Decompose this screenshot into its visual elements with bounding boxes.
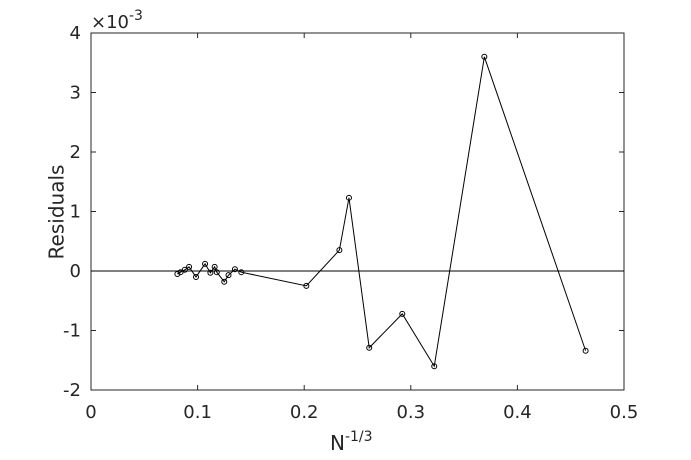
data-line xyxy=(177,56,587,368)
x-tick-label: 0.1 xyxy=(183,402,212,423)
data-point xyxy=(303,282,310,289)
x-axis-label-sup: -1/3 xyxy=(345,429,373,445)
y-multiplier: ×10-3 xyxy=(91,8,143,33)
data-point xyxy=(213,269,220,276)
data-point xyxy=(345,194,352,201)
data-point xyxy=(207,269,214,276)
data-point xyxy=(193,273,200,280)
data-point xyxy=(481,53,488,60)
data-point xyxy=(181,266,188,273)
data-point xyxy=(366,344,373,351)
data-point xyxy=(399,310,406,317)
data-point xyxy=(231,266,238,273)
x-tick-label: 0.5 xyxy=(610,402,639,423)
x-axis-label: N-1/3 xyxy=(330,429,373,455)
y-tick-label: 0 xyxy=(70,261,81,282)
data-point xyxy=(211,263,218,270)
x-tick-label: 0 xyxy=(85,402,96,423)
x-tick-label: 0.4 xyxy=(503,402,532,423)
y-tick-label: 2 xyxy=(70,142,81,163)
data-point xyxy=(582,347,589,354)
plot-frame xyxy=(90,32,625,391)
y-tick-label: 4 xyxy=(70,23,81,44)
y-multiplier-base: ×10 xyxy=(91,12,129,33)
x-tick-label: 0.3 xyxy=(396,402,425,423)
data-point xyxy=(202,260,209,267)
y-multiplier-exp: -3 xyxy=(129,8,143,24)
y-tick-label: 1 xyxy=(70,202,81,223)
data-point xyxy=(221,278,228,285)
data-point xyxy=(225,272,232,279)
x-axis-label-base: N xyxy=(330,431,345,455)
data-point xyxy=(336,247,343,254)
y-tick-label: -1 xyxy=(63,321,81,342)
y-axis-label: Residuals xyxy=(45,165,69,260)
data-point xyxy=(174,270,181,277)
data-point xyxy=(186,263,193,270)
data-point xyxy=(238,269,245,276)
data-point xyxy=(431,363,438,370)
y-tick-label: 3 xyxy=(70,83,81,104)
y-tick-label: -2 xyxy=(63,380,81,401)
x-tick-label: 0.2 xyxy=(290,402,319,423)
